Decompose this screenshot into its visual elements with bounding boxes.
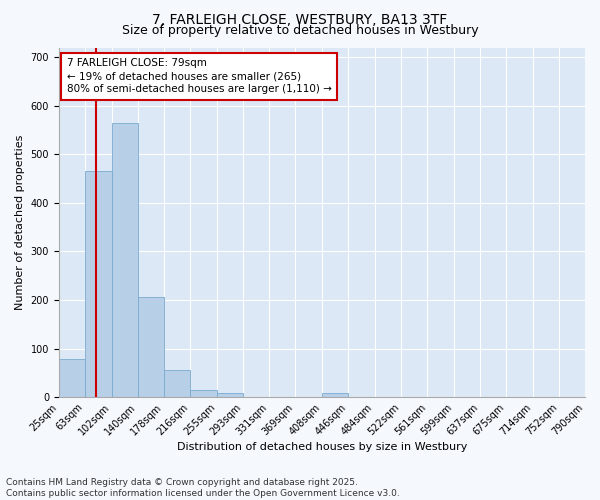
X-axis label: Distribution of detached houses by size in Westbury: Distribution of detached houses by size … [177,442,467,452]
Text: 7 FARLEIGH CLOSE: 79sqm
← 19% of detached houses are smaller (265)
80% of semi-d: 7 FARLEIGH CLOSE: 79sqm ← 19% of detache… [67,58,332,94]
Bar [164,370,190,397]
Bar [112,123,138,397]
Text: Size of property relative to detached houses in Westbury: Size of property relative to detached ho… [122,24,478,37]
Bar [217,393,243,397]
Bar [322,393,349,397]
Bar [138,296,164,397]
Text: Contains HM Land Registry data © Crown copyright and database right 2025.
Contai: Contains HM Land Registry data © Crown c… [6,478,400,498]
Bar [85,172,112,397]
Bar [59,359,85,397]
Y-axis label: Number of detached properties: Number of detached properties [15,134,25,310]
Bar [190,390,217,397]
Text: 7, FARLEIGH CLOSE, WESTBURY, BA13 3TF: 7, FARLEIGH CLOSE, WESTBURY, BA13 3TF [152,12,448,26]
